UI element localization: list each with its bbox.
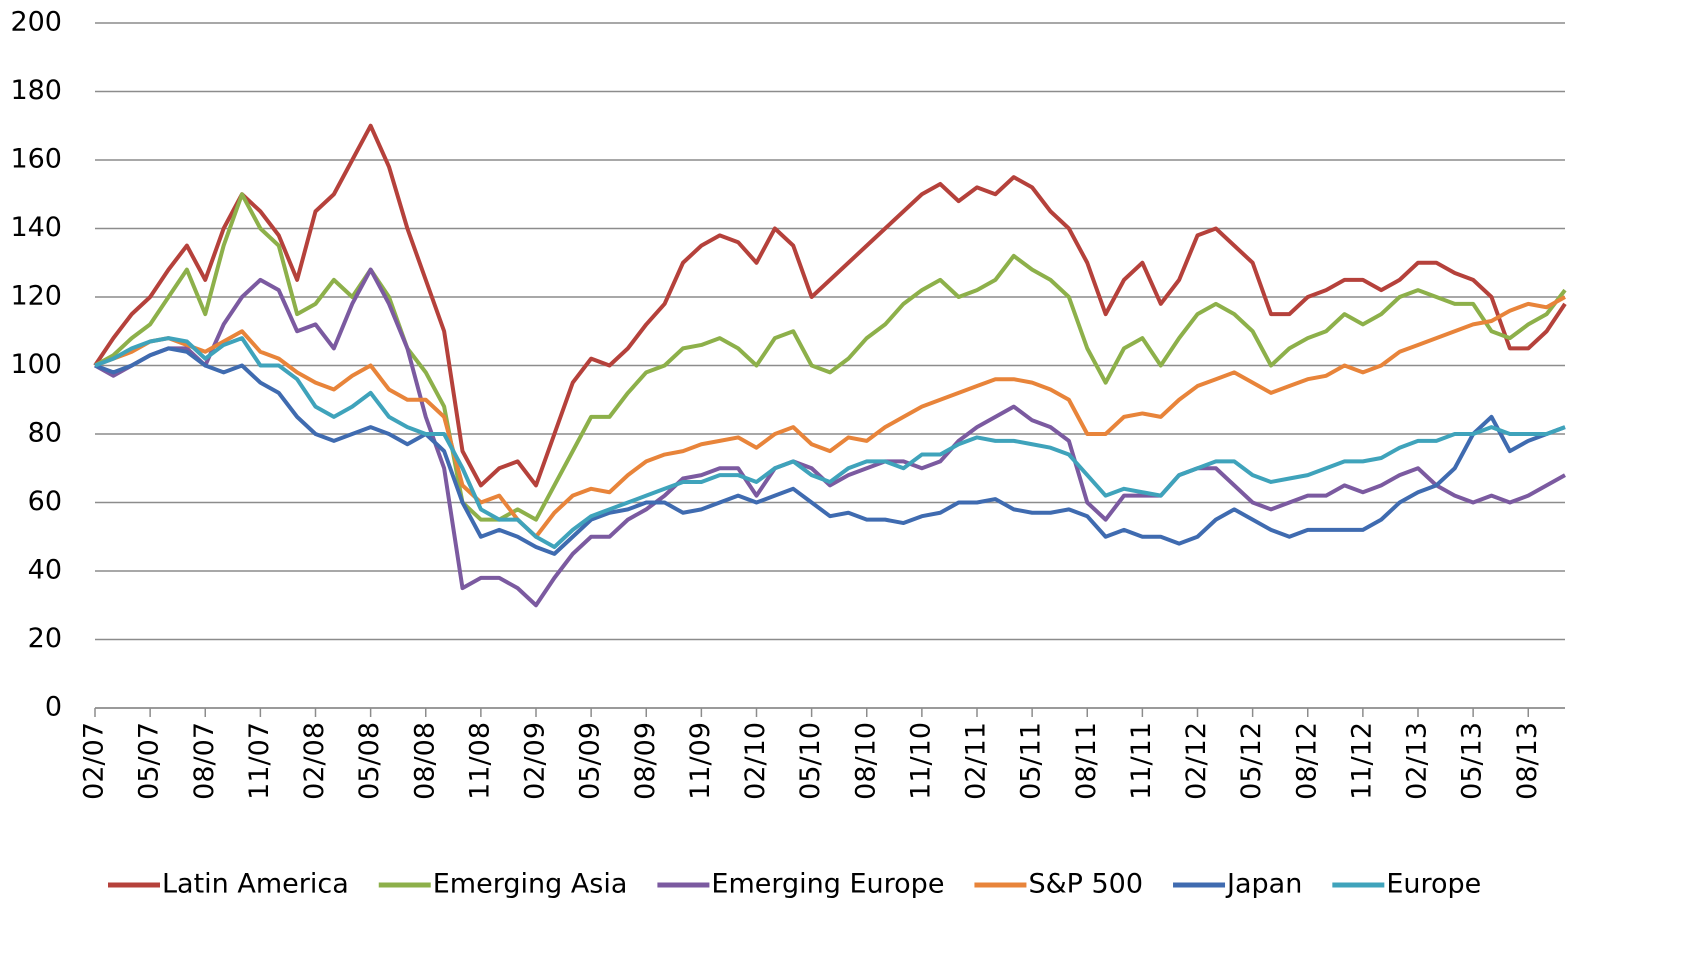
x-tick-label: 08/12 (1291, 722, 1322, 800)
y-tick-label: 120 (10, 281, 62, 312)
x-tick-label: 11/10 (905, 722, 936, 800)
series-line (94, 295, 1566, 539)
x-tick-label: 11/07 (244, 722, 275, 800)
x-tick-label: 08/07 (189, 722, 220, 800)
y-tick-label: 100 (10, 349, 62, 380)
series-line (94, 346, 1566, 556)
x-tick-label: 02/12 (1181, 722, 1212, 800)
y-tick-label: 40 (28, 555, 62, 586)
x-tick-label: 11/08 (464, 722, 495, 800)
x-tick-label: 05/10 (795, 722, 826, 800)
x-tick-label: 05/07 (134, 722, 165, 800)
legend-label: Japan (1225, 869, 1302, 900)
x-tick-label: 08/11 (1071, 722, 1102, 800)
x-tick-label: 11/09 (685, 722, 716, 800)
y-tick-label: 180 (10, 75, 62, 106)
x-tick-label: 11/12 (1346, 722, 1377, 800)
x-tick-label: 05/12 (1236, 722, 1267, 800)
y-tick-label: 140 (10, 212, 62, 243)
legend-label: S&P 500 (1028, 869, 1143, 900)
x-tick-label: 02/09 (520, 722, 551, 800)
x-tick-label: 05/11 (1016, 722, 1047, 800)
legend-label: Emerging Europe (711, 869, 944, 900)
x-tick-label: 02/08 (299, 722, 330, 800)
x-tick-label: 08/13 (1512, 722, 1543, 800)
x-tick-label: 05/13 (1457, 722, 1488, 800)
y-tick-label: 200 (10, 7, 62, 38)
x-tick-label: 02/13 (1402, 722, 1433, 800)
x-tick-label: 05/09 (575, 722, 606, 800)
x-tick-label: 02/07 (79, 722, 110, 800)
x-tick-label: 05/08 (354, 722, 385, 800)
y-tick-label: 80 (28, 418, 62, 449)
series-line (94, 336, 1566, 550)
x-tick-label: 02/10 (740, 722, 771, 800)
x-tick-label: 08/09 (630, 722, 661, 800)
series-line (94, 192, 1567, 522)
y-tick-label: 0 (45, 692, 62, 723)
x-tick-label: 08/10 (850, 722, 881, 800)
series-line (94, 267, 1566, 608)
legend-label: Emerging Asia (433, 869, 628, 900)
x-tick-label: 08/08 (409, 722, 440, 800)
legend-label: Europe (1386, 869, 1481, 900)
series-line (93, 123, 1567, 488)
x-tick-label: 11/11 (1126, 722, 1157, 800)
y-tick-label: 20 (28, 623, 62, 654)
legend-label: Latin America (162, 869, 349, 900)
y-tick-label: 160 (10, 144, 62, 175)
y-tick-label: 60 (28, 486, 62, 517)
x-tick-label: 02/11 (961, 722, 992, 800)
